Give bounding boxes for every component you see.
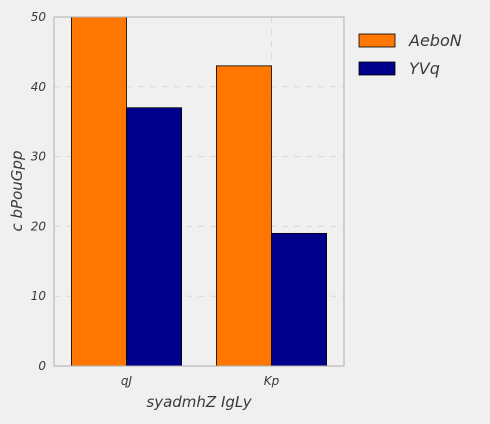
- bars: [71, 16, 327, 367]
- y-tick-label: 40: [31, 80, 47, 94]
- y-tick-label: 20: [31, 219, 47, 233]
- x-axis-ticks: qJ Kp: [121, 374, 280, 388]
- bar-AeboN-Kp: [215, 65, 272, 367]
- y-axis-label: c bPouGpp: [8, 151, 26, 232]
- legend-swatch: [358, 61, 396, 76]
- legend-label: AeboN: [408, 31, 462, 50]
- bar-AeboN-qJ: [71, 16, 127, 367]
- legend-label: YVq: [409, 59, 440, 78]
- bar-YVq-qJ: [126, 107, 182, 367]
- legend: AeboN YVq: [358, 31, 462, 78]
- y-tick-label: 50: [31, 10, 47, 24]
- x-tick-label: qJ: [121, 374, 133, 388]
- y-axis-ticks: 0 10 20 30 40 50: [31, 10, 47, 373]
- y-tick-label: 0: [38, 359, 46, 373]
- y-tick-label: 30: [31, 150, 47, 164]
- bar-YVq-Kp: [271, 232, 327, 367]
- plot-frame: [53, 16, 345, 367]
- legend-swatch: [358, 33, 396, 48]
- x-axis-label: syadmhZ IgLy: [146, 393, 252, 411]
- y-tick-label: 10: [31, 289, 47, 303]
- x-tick-label: Kp: [264, 374, 280, 388]
